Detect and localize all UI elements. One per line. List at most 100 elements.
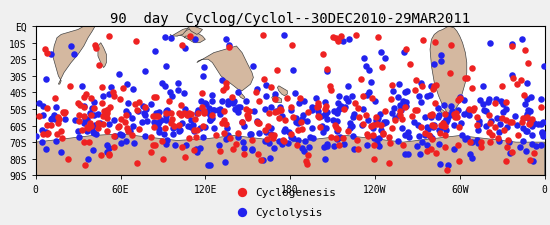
Point: [375, 137, 383, 140]
Point: [167, 118, 176, 121]
Point: [458, 133, 466, 137]
Point: [296, 120, 305, 124]
Point: [486, 141, 494, 144]
Point: [232, 143, 240, 146]
Point: [44, 132, 53, 135]
Point: [334, 95, 343, 99]
Point: [174, 89, 183, 92]
Point: [222, 138, 230, 142]
Point: [398, 127, 406, 130]
Point: [195, 147, 204, 150]
Point: [368, 134, 377, 137]
Point: [299, 150, 308, 154]
Point: [333, 40, 342, 43]
Point: [439, 124, 448, 128]
Point: [103, 108, 112, 112]
Polygon shape: [36, 134, 544, 176]
Point: [169, 127, 178, 131]
Point: [90, 107, 98, 110]
Point: [78, 85, 86, 88]
Point: [333, 136, 342, 140]
Point: [505, 141, 514, 144]
Point: [42, 78, 51, 82]
Point: [101, 112, 110, 116]
Point: [432, 84, 441, 87]
Point: [538, 131, 547, 135]
Point: [216, 113, 225, 116]
Point: [530, 122, 538, 125]
Point: [417, 82, 426, 86]
Point: [295, 97, 304, 100]
Point: [234, 136, 243, 139]
Point: [466, 153, 475, 156]
Point: [536, 106, 545, 110]
Point: [528, 125, 537, 128]
Point: [524, 62, 532, 66]
Point: [38, 129, 47, 133]
Point: [178, 44, 187, 48]
Point: [512, 124, 521, 127]
Point: [309, 136, 317, 140]
Point: [302, 119, 311, 123]
Point: [182, 144, 190, 147]
Point: [522, 130, 531, 134]
Point: [37, 141, 46, 144]
Point: [252, 119, 261, 123]
Point: [423, 143, 432, 147]
Point: [177, 122, 186, 125]
Point: [243, 115, 252, 118]
Point: [180, 47, 189, 50]
Point: [394, 96, 403, 100]
Point: [421, 132, 430, 135]
Point: [386, 142, 394, 146]
Point: [97, 153, 106, 157]
Point: [269, 137, 278, 140]
Point: [255, 100, 263, 104]
Point: [124, 129, 133, 133]
Point: [348, 94, 356, 98]
Point: [273, 110, 282, 114]
Point: [293, 128, 302, 132]
Point: [316, 114, 325, 118]
Point: [60, 118, 69, 122]
Point: [84, 127, 93, 130]
Point: [455, 159, 464, 163]
Point: [472, 115, 481, 119]
Point: [94, 112, 102, 116]
Point: [353, 147, 362, 151]
Point: [190, 129, 199, 133]
Point: [365, 90, 373, 94]
Point: [192, 135, 201, 139]
Point: [372, 122, 381, 125]
Point: [354, 107, 362, 111]
Point: [390, 118, 399, 122]
Point: [526, 109, 535, 113]
Point: [224, 46, 233, 49]
Point: [450, 123, 459, 127]
Point: [89, 131, 98, 134]
Point: [359, 95, 368, 99]
Point: [530, 151, 538, 155]
Point: [272, 109, 280, 113]
Point: [502, 159, 510, 163]
Point: [439, 104, 448, 107]
Point: [455, 98, 464, 101]
Point: [274, 117, 283, 121]
Point: [94, 122, 102, 126]
Point: [181, 155, 190, 159]
Text: Cyclogenesis: Cyclogenesis: [256, 188, 337, 198]
Point: [370, 157, 378, 161]
Point: [329, 110, 338, 113]
Point: [277, 109, 285, 113]
Point: [319, 130, 328, 134]
Point: [286, 132, 295, 136]
Point: [167, 122, 175, 125]
Point: [262, 138, 271, 142]
Point: [240, 146, 249, 150]
Point: [334, 128, 343, 131]
Point: [434, 107, 443, 110]
Point: [369, 144, 378, 147]
Point: [375, 145, 383, 148]
Point: [122, 113, 130, 117]
Point: [174, 81, 183, 85]
